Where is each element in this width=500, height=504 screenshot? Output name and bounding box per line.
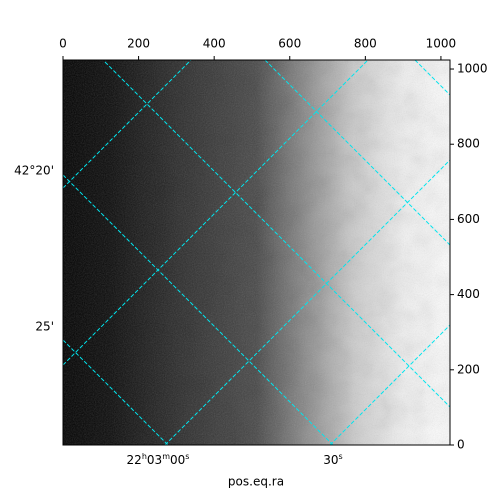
x-tick-label: 800 (354, 37, 377, 51)
wcs-grid (63, 60, 450, 445)
y-tick-label: 400 (457, 287, 480, 301)
x-tick-label: 600 (278, 37, 301, 51)
ra-label: 30s (323, 452, 342, 467)
y-tick-label: 600 (457, 212, 480, 226)
plot-frame (62, 59, 451, 446)
dec-label: 25' (35, 320, 54, 334)
y-tick-label: 1000 (457, 62, 488, 76)
dec-label: 42°20' (14, 164, 54, 178)
x-tick-label: 1000 (426, 37, 457, 51)
sky-image (63, 60, 450, 445)
ra-label: 22h03m00s (127, 452, 190, 467)
x-axis-label: pos.eq.ra (228, 475, 284, 489)
y-tick-label: 800 (457, 137, 480, 151)
x-tick-label: 0 (59, 37, 67, 51)
y-tick-label: 0 (457, 438, 465, 452)
x-tick-label: 200 (127, 37, 150, 51)
x-tick-label: 400 (203, 37, 226, 51)
y-tick-label: 200 (457, 362, 480, 376)
